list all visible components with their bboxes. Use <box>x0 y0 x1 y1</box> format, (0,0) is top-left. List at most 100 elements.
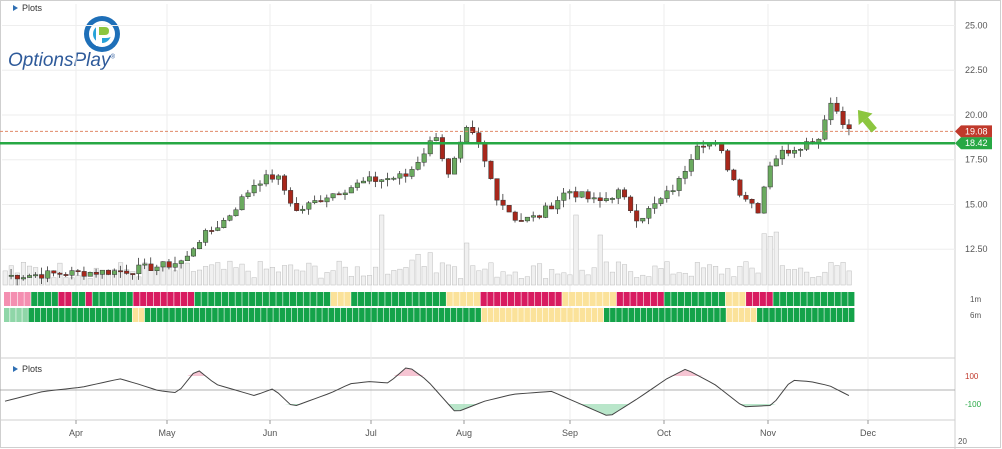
heatmap-cell <box>487 292 494 306</box>
heatmap-cell <box>289 292 297 306</box>
year-label: 20 <box>958 437 967 446</box>
candle-down <box>573 191 579 198</box>
heatmap-cell <box>524 308 530 322</box>
candle-up <box>8 274 14 277</box>
osc-tick-label: -100 <box>965 400 982 409</box>
heatmap-cell <box>453 292 460 306</box>
heatmap-cell <box>65 292 72 306</box>
heatmap-cell <box>450 308 457 322</box>
heatmap-cell <box>352 308 359 322</box>
candle-up <box>142 263 148 266</box>
osc-overbought-fill <box>5 368 849 376</box>
candle-down <box>124 270 130 274</box>
heatmap-cell <box>408 308 414 322</box>
candle-up <box>397 173 403 179</box>
volume-bar <box>755 272 761 286</box>
volume-bar <box>360 275 366 286</box>
volume-bar <box>682 272 688 286</box>
volume-bar <box>512 271 518 286</box>
bottom-panel-toggle[interactable]: Plots <box>13 364 42 374</box>
heatmap-cell <box>10 308 16 322</box>
heatmap-cell <box>786 292 794 306</box>
candle-down <box>749 199 755 204</box>
heatmap-cell <box>775 308 781 322</box>
month-tick-label: Jun <box>263 428 278 438</box>
heatmap-cell <box>310 308 316 322</box>
candle-up <box>20 277 26 280</box>
heatmap-cell <box>518 308 524 322</box>
candle-down <box>549 205 555 210</box>
volume-bar <box>282 265 288 286</box>
heatmap-cell <box>169 308 175 322</box>
volume-bar <box>263 268 269 286</box>
grid-lines <box>2 4 955 420</box>
candle-down <box>105 269 111 275</box>
volume-bar <box>500 271 506 286</box>
heatmap-cell <box>561 308 567 322</box>
candle-down <box>439 137 445 159</box>
heatmap-cell <box>40 308 47 322</box>
panel-collapse-triangle-icon[interactable] <box>13 5 18 11</box>
heatmap-cell <box>167 292 174 306</box>
heatmap-cell <box>695 308 702 322</box>
heatmap-cell <box>228 292 235 306</box>
heatmap-cell <box>208 292 215 306</box>
volume-bar <box>822 271 828 286</box>
heatmap-cell <box>150 308 157 322</box>
candle-up <box>112 270 118 275</box>
top-panel-toggle[interactable]: Plots <box>13 3 42 13</box>
heatmap-cell <box>548 292 555 306</box>
heatmap-cell <box>646 308 653 322</box>
volume-bar <box>409 259 415 286</box>
heatmap-cell <box>389 308 396 322</box>
heatmap-cell <box>412 292 419 306</box>
panel-collapse-triangle-icon[interactable] <box>13 366 18 372</box>
heatmap-cell <box>766 292 773 306</box>
volume-bar <box>834 265 840 286</box>
heatmap-cell <box>92 292 99 306</box>
volume-bar <box>221 268 227 286</box>
volume-bar <box>773 231 779 286</box>
heatmap-cell <box>218 308 224 322</box>
heatmap-cell <box>555 308 561 322</box>
heatmap-cell <box>24 292 31 306</box>
heatmap-cell <box>224 308 230 322</box>
candle-up <box>45 270 51 279</box>
candle-down <box>506 205 512 213</box>
current-price-tag <box>955 125 992 138</box>
heatmap-cell <box>591 308 598 322</box>
heatmap-cell <box>235 292 242 306</box>
heatmap-cell <box>255 292 263 306</box>
volume-bar <box>367 275 373 286</box>
volume-bar <box>792 269 798 286</box>
candle-down <box>93 272 99 275</box>
heatmap-cell <box>528 292 535 306</box>
heatmap-cell <box>285 308 292 322</box>
volume-bar <box>518 278 524 286</box>
candle-down <box>488 160 494 179</box>
heatmap-cell <box>616 308 622 322</box>
candle-down <box>336 193 342 196</box>
heatmap-cell <box>51 292 58 306</box>
volume-bar <box>828 262 834 286</box>
candle-up <box>591 197 597 200</box>
candle-down <box>445 158 451 175</box>
heatmap-cell <box>781 308 788 322</box>
candle-up <box>312 200 318 204</box>
candle-up <box>603 198 609 201</box>
heatmap-cell <box>22 308 28 322</box>
heatmap-cell <box>787 308 794 322</box>
candle-up <box>184 255 190 262</box>
volume-bar <box>190 271 196 286</box>
heatmap-cell <box>132 308 139 322</box>
price-tick-label: 12.50 <box>965 244 988 254</box>
heatmap-cell <box>58 292 65 306</box>
volume-bar <box>458 278 464 286</box>
heatmap-cell <box>677 292 685 306</box>
volume-bar <box>761 233 767 286</box>
heatmap-cell <box>59 308 65 322</box>
volume-bar <box>688 275 694 286</box>
heatmap-cell <box>623 292 630 306</box>
candle-down <box>403 173 409 177</box>
candle-up <box>524 216 530 222</box>
